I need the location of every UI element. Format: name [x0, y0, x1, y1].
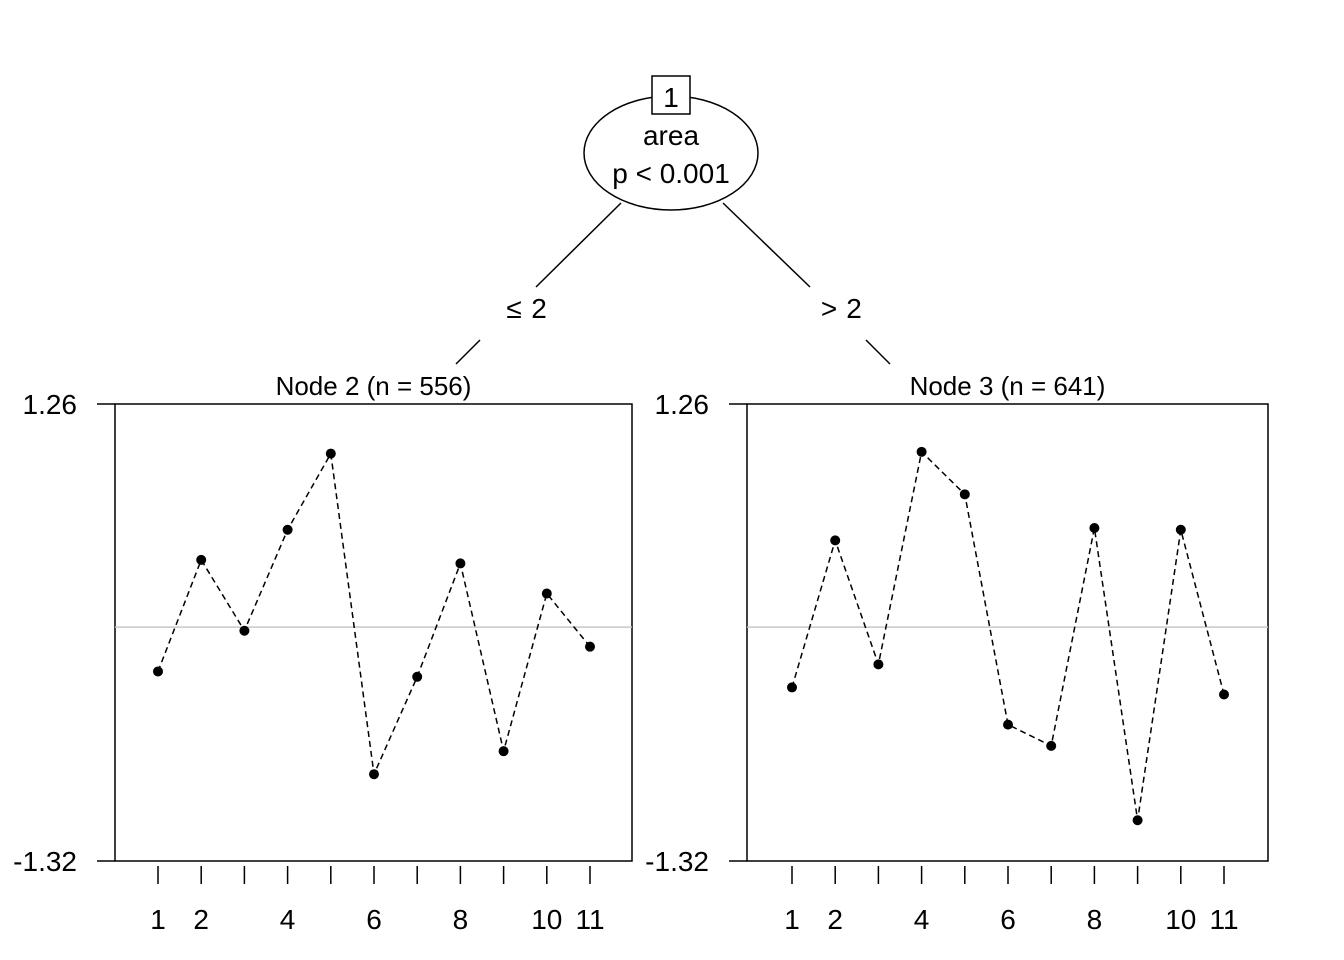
- data-point: [1089, 522, 1100, 533]
- data-point: [787, 682, 797, 693]
- panel-title: Node 2 (n = 556): [276, 371, 472, 401]
- data-point: [585, 641, 595, 652]
- edge-right-upper: [722, 202, 811, 288]
- x-tick-label: 10: [1165, 904, 1196, 935]
- data-point: [873, 659, 884, 670]
- panel-title: Node 3 (n = 641): [910, 371, 1106, 401]
- x-tick-label: 6: [366, 904, 382, 935]
- y-tick-label: 1.26: [23, 389, 78, 420]
- data-point: [1046, 740, 1057, 751]
- data-point: [239, 625, 250, 636]
- root-node-id-box: [651, 75, 691, 115]
- plot-frame: [746, 403, 1269, 862]
- data-point: [196, 554, 207, 565]
- data-point: [498, 746, 509, 757]
- x-tick-label: 11: [1209, 904, 1238, 935]
- series-line: [157, 451, 591, 777]
- x-tick-label: 11: [575, 904, 604, 935]
- data-point: [1219, 689, 1229, 700]
- root-node-variable: area: [643, 120, 699, 151]
- edge-right-symbol: >: [821, 293, 837, 324]
- edge-left-upper: [535, 202, 622, 288]
- plot-frame: [114, 403, 633, 862]
- x-tick-label: 2: [827, 904, 843, 935]
- data-point: [959, 489, 970, 500]
- y-tick-label: -1.32: [13, 846, 77, 877]
- node-2-panel: Node 2 (n = 556) 1.26 -1.32 1 2 4 6 8 10 11: [13, 371, 633, 935]
- x-tick-label: 8: [453, 904, 469, 935]
- edge-left-symbol: ≤: [506, 293, 521, 324]
- edge-right-value: 2: [846, 293, 862, 324]
- series-line: [791, 450, 1225, 821]
- x-tick-label: 4: [914, 904, 930, 935]
- data-point: [1175, 524, 1186, 535]
- data-point: [916, 446, 927, 457]
- data-point: [1003, 719, 1013, 730]
- data-point: [1132, 815, 1143, 826]
- edge-right-lower: [865, 339, 891, 365]
- data-point: [412, 671, 423, 682]
- x-tick-label: 6: [1000, 904, 1016, 935]
- x-tick-label: 4: [280, 904, 296, 935]
- data-point: [830, 535, 841, 546]
- root-node-id: 1: [663, 82, 679, 113]
- data-point: [153, 666, 163, 677]
- x-tick-label: 2: [193, 904, 209, 935]
- data-point: [369, 769, 379, 780]
- data-point: [541, 588, 552, 599]
- x-tick-label: 1: [784, 904, 800, 935]
- data-point: [282, 524, 293, 535]
- edge-left-value: 2: [531, 293, 547, 324]
- root-node-pvalue: p < 0.001: [612, 158, 730, 189]
- node-3-panel: Node 3 (n = 641) 1.26 -1.32 1 2 4 6 8 10 11: [645, 371, 1269, 935]
- x-tick-label: 10: [531, 904, 562, 935]
- x-tick-label: 1: [150, 904, 166, 935]
- data-point: [455, 558, 466, 569]
- y-tick-label: 1.26: [655, 389, 710, 420]
- edge-left-lower: [455, 339, 481, 365]
- y-tick-label: -1.32: [645, 846, 709, 877]
- data-point: [325, 448, 336, 459]
- x-tick-label: 8: [1087, 904, 1103, 935]
